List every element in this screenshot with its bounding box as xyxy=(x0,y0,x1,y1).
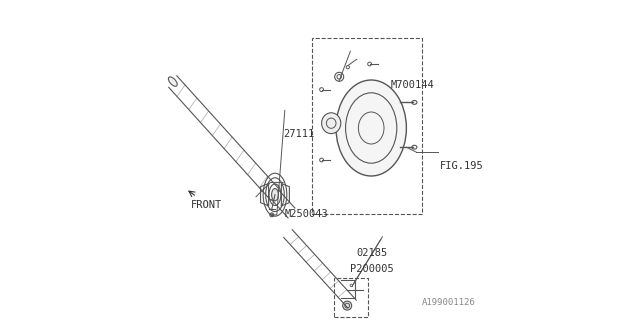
Text: 02185: 02185 xyxy=(357,248,388,258)
Ellipse shape xyxy=(322,113,341,134)
Text: M250043: M250043 xyxy=(285,209,328,220)
Ellipse shape xyxy=(168,77,177,86)
Text: P200005: P200005 xyxy=(351,264,394,274)
Ellipse shape xyxy=(336,80,406,176)
Ellipse shape xyxy=(343,301,352,310)
Text: FIG.195: FIG.195 xyxy=(440,161,484,172)
Text: FRONT: FRONT xyxy=(191,200,221,210)
Text: A199001126: A199001126 xyxy=(422,298,475,307)
Bar xyxy=(312,38,422,214)
Ellipse shape xyxy=(271,188,278,201)
Text: M700144: M700144 xyxy=(390,80,434,90)
Text: 27111: 27111 xyxy=(283,129,314,140)
